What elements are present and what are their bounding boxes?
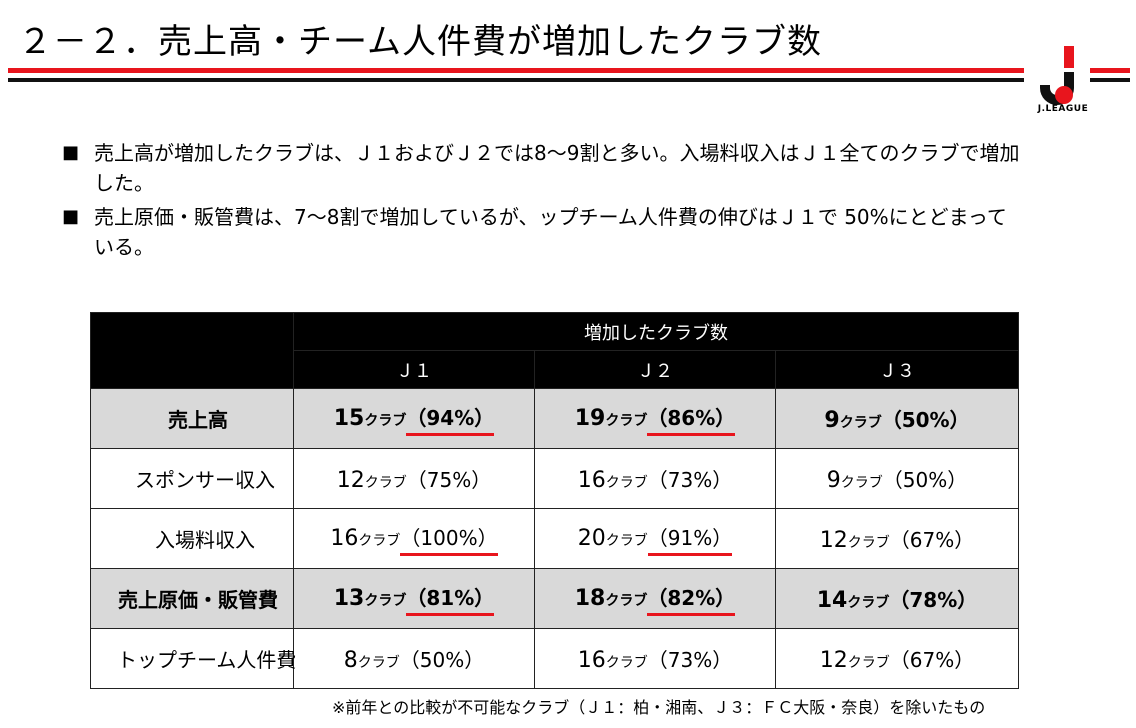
bullet-text: 売上原価・販管費は、7～8割で増加しているが、ップチーム人件費の伸びはＪ１で 5… [94,205,1007,259]
row-label: 売上原価・販管費 [90,568,294,629]
table-row: トップチーム人件費 8クラブ（50%） 16クラブ（73%） 12クラブ（67%… [90,628,1020,689]
bullet-text: 売上高が増加したクラブは、Ｊ１およびＪ２では8～9割と多い。入場料収入はＪ１全て… [94,141,1020,195]
footnote: ※前年との比較が不可能なクラブ（Ｊ１：柏・湘南、Ｊ３：ＦＣ大阪・奈良）を除いたも… [332,698,986,717]
bullet-item: ■ 売上高が増加したクラブは、Ｊ１およびＪ２では8～9割と多い。入場料収入はＪ１… [62,138,1042,198]
table-cell: 12クラブ（67%） [774,628,1020,689]
club-count-table: 増加したクラブ数 Ｊ１ Ｊ２ Ｊ３ 売上高 15クラブ（94%） 19クラブ（8… [90,312,1020,689]
bullet-square-icon: ■ [62,142,80,163]
table-cell: 8クラブ（50%） [293,628,535,689]
highlighted-percent: （86%） [647,402,736,436]
table-cell: 20クラブ（91%） [534,508,776,569]
table-cell: 12クラブ（75%） [293,448,535,509]
summary-bullets: ■ 売上高が増加したクラブは、Ｊ１およびＪ２では8～9割と多い。入場料収入はＪ１… [62,138,1042,266]
table-row: 売上高 15クラブ（94%） 19クラブ（86%） 9クラブ（50%） [90,388,1020,449]
title-underline-red [8,68,1024,73]
table-cell: 18クラブ（82%） [534,568,776,629]
table-cell: 13クラブ（81%） [293,568,535,629]
highlighted-percent: （91%） [647,522,733,556]
table-cell: 16クラブ（73%） [534,628,776,689]
table-cell: 16クラブ（73%） [534,448,776,509]
group-header: 増加したクラブ数 [292,312,1020,351]
table-row: スポンサー収入 12クラブ（75%） 16クラブ（73%） 9クラブ（50%） [90,448,1020,509]
table-cell: 16クラブ（100%） [293,508,535,569]
row-label: スポンサー収入 [90,448,294,509]
column-header-j1: Ｊ１ [293,350,535,389]
highlighted-percent: （100%） [400,522,498,556]
table-cell: 19クラブ（86%） [534,388,776,449]
bullet-item: ■ 売上原価・販管費は、7～8割で増加しているが、ップチーム人件費の伸びはＪ１で… [62,202,1042,262]
logo-wordmark: J.LEAGUE [1037,104,1089,114]
table-row: 入場料収入 16クラブ（100%） 20クラブ（91%） 12クラブ（67%） [90,508,1020,569]
highlighted-percent: （82%） [647,582,736,616]
title-underline-red-right [1090,68,1130,73]
table-cell: 9クラブ（50%） [774,448,1020,509]
title-underline-black [8,78,1024,82]
table-cell: 15クラブ（94%） [293,388,535,449]
bullet-square-icon: ■ [62,206,80,227]
table-corner [90,312,294,389]
table-cell: 9クラブ（50%） [774,388,1020,449]
page-title: ２－２．売上高・チーム人件費が増加したクラブ数 [18,22,822,62]
highlighted-percent: （81%） [406,582,495,616]
table-cell: 14クラブ（78%） [774,568,1020,629]
table-cell: 12クラブ（67%） [774,508,1020,569]
table-row: 売上原価・販管費 13クラブ（81%） 18クラブ（82%） 14クラブ（78%… [90,568,1020,629]
jleague-logo-icon [1040,46,1074,105]
title-underline-black-right [1090,78,1130,82]
highlighted-percent: （94%） [406,402,495,436]
column-header-j3: Ｊ３ [774,350,1020,389]
row-label: 入場料収入 [90,508,294,569]
row-label: 売上高 [90,388,294,449]
column-header-j2: Ｊ２ [534,350,776,389]
row-label: トップチーム人件費 [90,628,296,689]
